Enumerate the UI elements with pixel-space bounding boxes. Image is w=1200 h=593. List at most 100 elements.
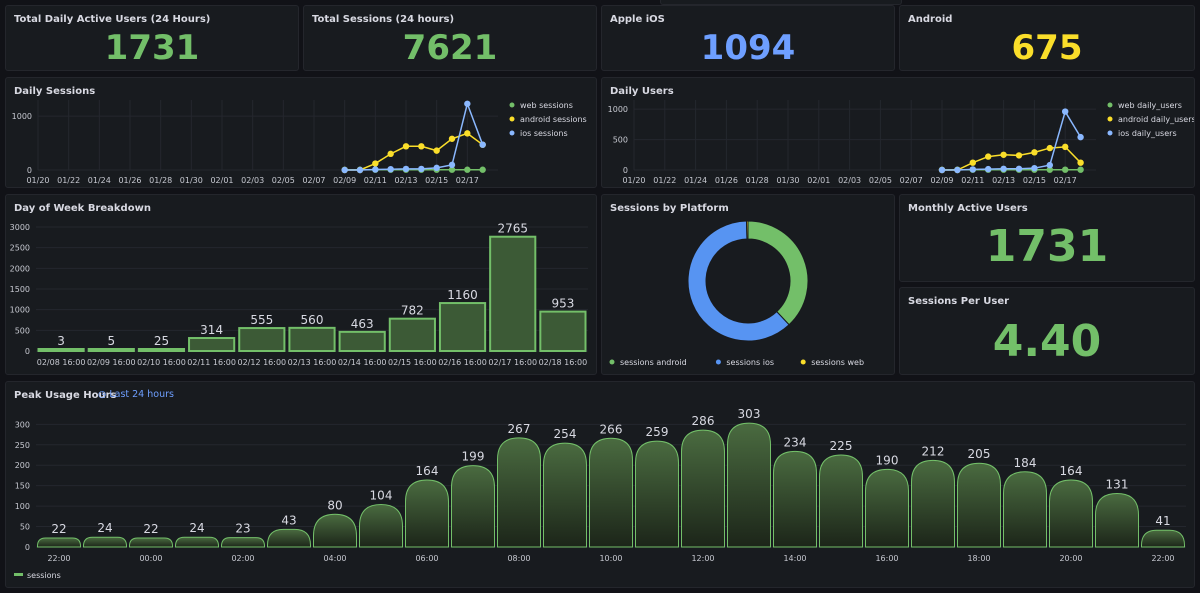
bar-value-label: 41 — [1155, 514, 1170, 528]
data-point — [985, 153, 992, 160]
x-tick-label: 02/15 16:00 — [388, 358, 437, 367]
y-tick-label: 1000 — [608, 105, 628, 114]
stat-panel-android[interactable]: Android 675 — [899, 5, 1195, 71]
x-tick-label: 04:00 — [323, 554, 346, 563]
series-line — [344, 132, 484, 171]
stat-panel-sessions-per-user[interactable]: Sessions Per User 4.40 — [899, 287, 1195, 375]
panel-daily-sessions[interactable]: Daily Sessions 01/20 01/22 01/24 01/26 01/28… — [5, 77, 597, 188]
legend-marker — [1107, 130, 1113, 136]
series-line — [942, 146, 1082, 171]
stat-panel-daily-active-users[interactable]: Total Daily Active Users (24 Hours) 1731 — [5, 5, 299, 71]
bar-value-label: 22 — [143, 522, 158, 536]
data-point — [341, 166, 348, 174]
bar — [175, 536, 219, 548]
data-point — [448, 135, 456, 142]
x-tick-label: 02/11 — [364, 176, 387, 185]
panel-peak-usage-hours[interactable]: Peak Usage Hours ◷ Last 24 hours 0 50 100 1… — [5, 381, 1195, 588]
data-point — [1077, 166, 1084, 173]
y-tick-label: 500 — [613, 136, 628, 145]
legend-marker — [1107, 102, 1113, 108]
panel-title: Daily Sessions — [14, 86, 96, 97]
bar — [589, 437, 633, 548]
clock-icon: ◷ — [98, 389, 107, 400]
pie-slice — [746, 220, 749, 240]
bar — [129, 537, 173, 548]
data-point — [479, 141, 486, 148]
x-tick-label: 02/10 16:00 — [137, 358, 186, 367]
stat-panel-total-sessions[interactable]: Total Sessions (24 hours) 7621 — [303, 5, 597, 71]
stat-panel-monthly-active-users[interactable]: Monthly Active Users 1731 — [899, 194, 1195, 282]
bar-value-label: 2765 — [497, 222, 528, 236]
x-tick-label: 02/11 16:00 — [187, 358, 236, 367]
bar-value-label: 3 — [57, 334, 65, 348]
data-point — [1015, 165, 1023, 172]
x-tick-label: 06:00 — [415, 554, 438, 563]
data-point — [1031, 164, 1038, 172]
x-tick-label: 02/13 — [992, 176, 1015, 185]
panel-title: Total Daily Active Users (24 Hours) — [14, 14, 211, 25]
x-tick-label: 01/30 — [776, 176, 799, 185]
legend-marker — [14, 573, 23, 576]
y-tick-label: 3000 — [10, 223, 30, 232]
panel-title: Daily Users — [610, 86, 674, 97]
bar — [83, 536, 127, 548]
x-tick-label: 12:00 — [691, 554, 714, 563]
bar-value-label: 212 — [922, 444, 945, 458]
time-range-picker[interactable]: ◷ Last 24 hours — [98, 389, 174, 400]
bar-value-label: 782 — [401, 304, 424, 318]
x-tick-label: 02/05 — [869, 176, 892, 185]
x-tick-label: 01/20 — [26, 176, 49, 185]
legend-marker — [509, 116, 515, 122]
x-tick-label: 22:00 — [47, 554, 70, 563]
data-point — [969, 159, 976, 166]
panel-title: Peak Usage Hours — [14, 390, 117, 401]
data-point — [402, 143, 410, 150]
bar-value-label: 24 — [97, 521, 112, 535]
x-tick-label: 01/26 — [715, 176, 738, 185]
panel-title: Sessions by Platform — [610, 203, 729, 214]
y-tick-label: 0 — [27, 166, 32, 175]
y-tick-label: 1000 — [10, 306, 30, 315]
x-tick-label: 02/01 — [807, 176, 830, 185]
bar — [681, 429, 725, 548]
bar-value-label: 190 — [876, 453, 899, 467]
legend-marker — [800, 359, 806, 365]
bar-value-label: 266 — [600, 422, 623, 436]
data-point — [985, 165, 992, 173]
y-tick-label: 300 — [15, 420, 30, 429]
bar — [288, 326, 336, 352]
bar-value-label: 267 — [508, 422, 531, 436]
x-tick-label: 02/09 — [930, 176, 953, 185]
panel-title: Sessions Per User — [908, 296, 1010, 307]
data-point — [1062, 166, 1069, 173]
x-tick-label: 02/15 — [1023, 176, 1046, 185]
top-dashboard-bar — [660, 0, 902, 5]
legend-label: sessions — [27, 571, 61, 580]
panel-daily-users[interactable]: Daily Users 01/20 01/22 01/24 01/26 01/28 01/… — [601, 77, 1195, 188]
bar — [87, 348, 135, 352]
legend-label: android daily_users — [1118, 115, 1194, 124]
bar-value-label: 314 — [200, 323, 223, 337]
bar — [819, 454, 863, 548]
panel-day-of-week[interactable]: Day of Week Breakdown 0 500 1000 1500 2000 25… — [5, 194, 597, 375]
bar-value-label: 234 — [784, 435, 807, 449]
x-tick-label: 01/24 — [684, 176, 707, 185]
x-tick-label: 02/16 16:00 — [438, 358, 487, 367]
panel-sessions-by-platform[interactable]: Sessions by Platform sessions android ses… — [601, 194, 895, 375]
stat-panel-apple-ios[interactable]: Apple iOS 1094 — [601, 5, 895, 71]
bar — [1049, 479, 1093, 548]
bar — [37, 537, 81, 548]
data-point — [969, 166, 976, 173]
x-tick-label: 01/28 — [746, 176, 769, 185]
stat-value: 1731 — [104, 28, 200, 68]
bar-value-label: 1160 — [447, 288, 478, 302]
data-point — [938, 166, 946, 174]
y-tick-label: 200 — [15, 461, 30, 470]
bar-value-label: 25 — [154, 334, 169, 348]
legend-label: sessions ios — [726, 358, 774, 367]
x-tick-label: 02/11 — [961, 176, 984, 185]
time-range-label: Last 24 hours — [109, 389, 174, 400]
x-tick-label: 02/09 — [333, 176, 356, 185]
legend-label: android sessions — [520, 115, 587, 124]
x-tick-label: 02/05 — [272, 176, 295, 185]
